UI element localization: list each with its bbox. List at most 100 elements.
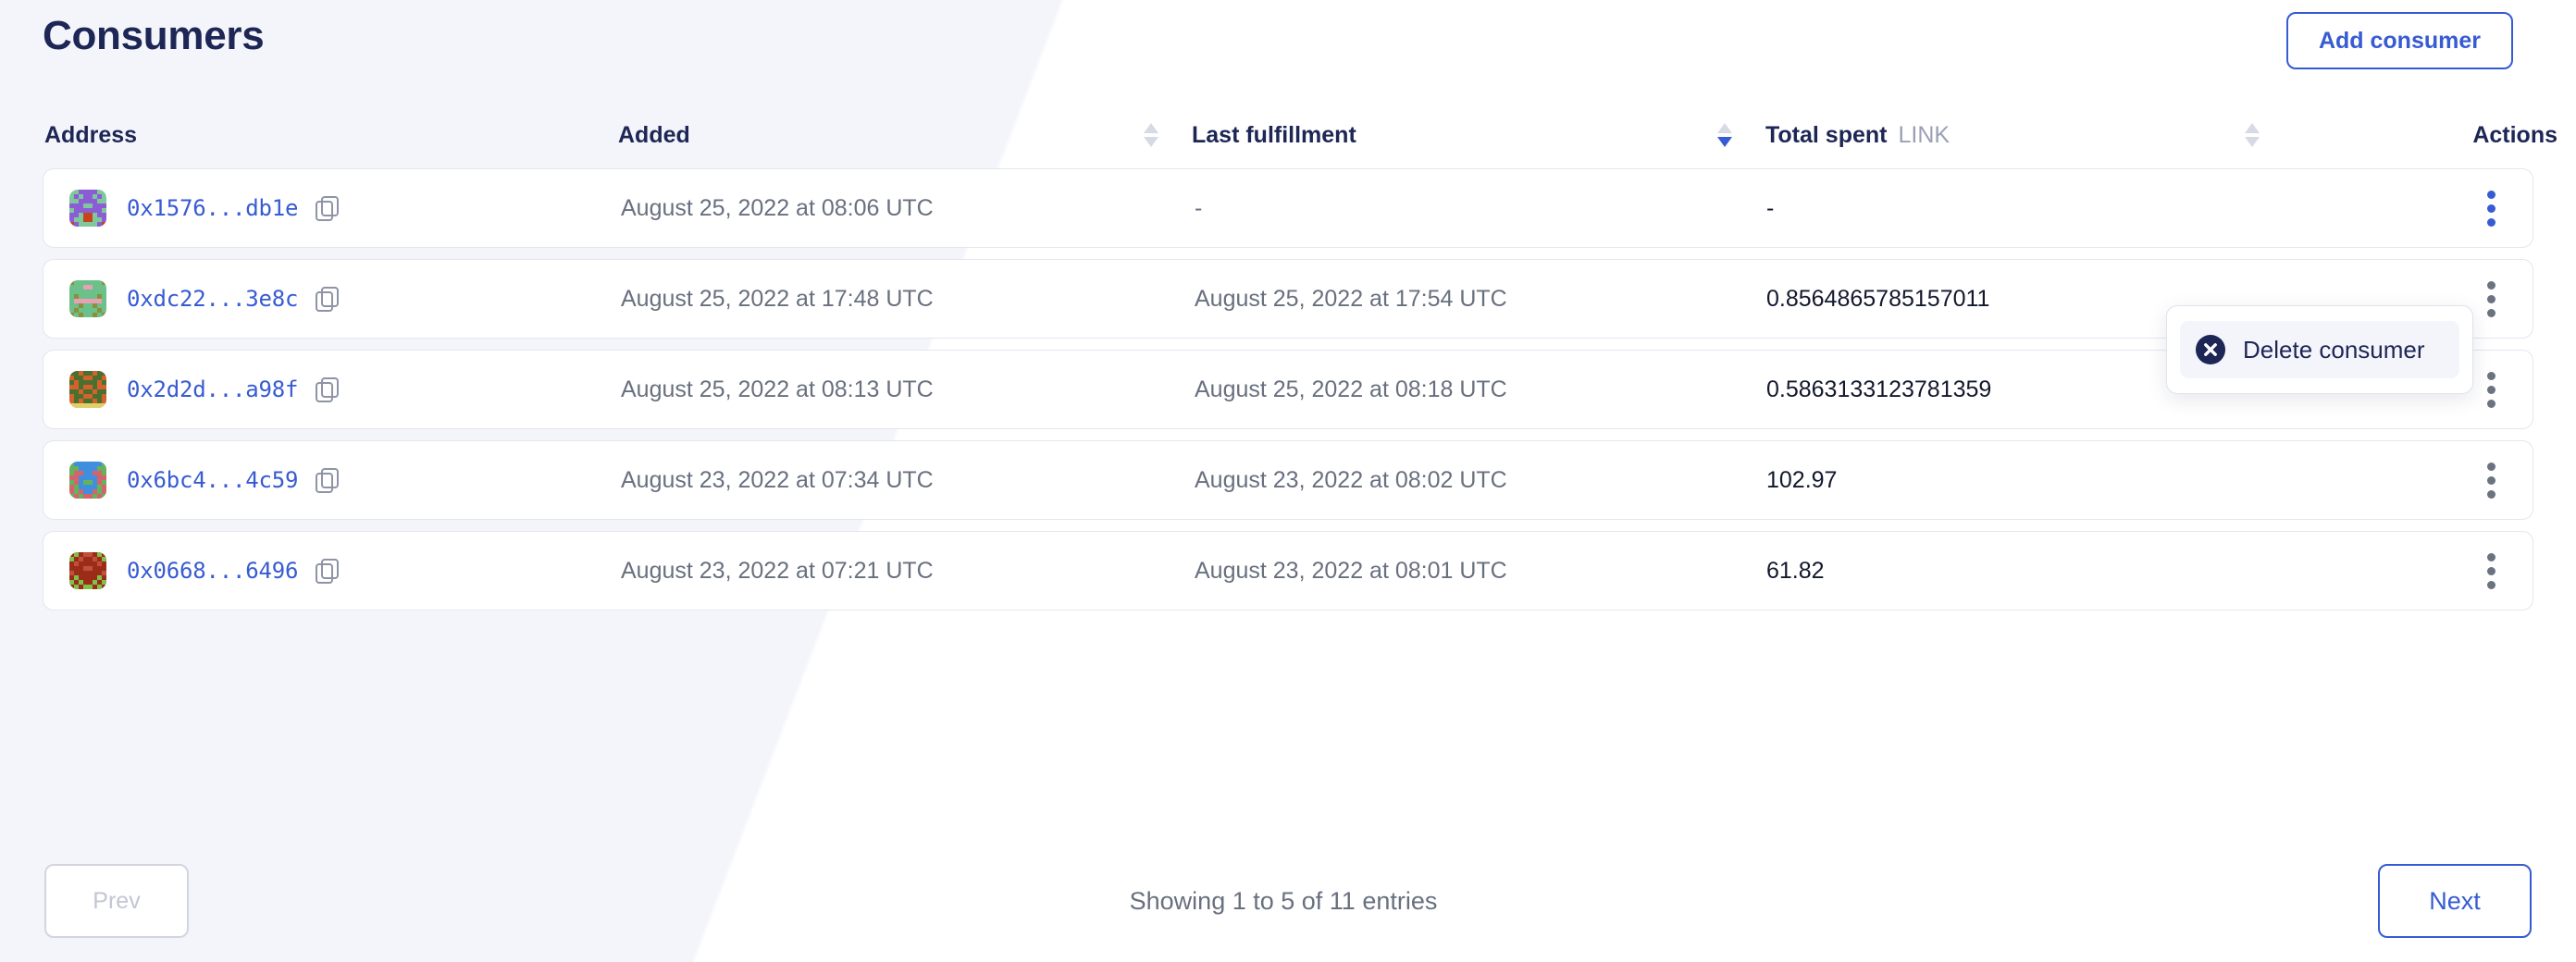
copy-icon[interactable] bbox=[315, 195, 340, 222]
column-header-label: Total spent bbox=[1765, 121, 1888, 148]
sort-toggle-total-spent[interactable] bbox=[2245, 123, 2260, 147]
add-consumer-button[interactable]: Add consumer bbox=[2285, 12, 2513, 69]
copy-icon[interactable] bbox=[315, 286, 340, 313]
cell-total-spent: 102.97 bbox=[1766, 466, 1838, 493]
kebab-dot bbox=[2487, 580, 2496, 589]
sort-toggle-last-fulfillment[interactable] bbox=[1717, 123, 1732, 147]
sort-toggle-added[interactable] bbox=[1144, 123, 1158, 147]
kebab-dot bbox=[2487, 190, 2496, 199]
kebab-dot bbox=[2487, 489, 2496, 499]
cell-actions bbox=[2294, 546, 2570, 597]
table-row: 0xdc22...3e8c August 25, 2022 at 17:48 UT… bbox=[43, 259, 2533, 339]
sort-ascending-icon bbox=[2245, 123, 2260, 133]
address-link[interactable]: 0xdc22...3e8c bbox=[127, 286, 299, 312]
actions-dropdown-menu: Delete consumer bbox=[2166, 305, 2473, 394]
table-header-row: Address Added Last fulfillment Total spent L… bbox=[0, 102, 2576, 168]
kebab-dot bbox=[2487, 308, 2496, 317]
cell-address: 0x6bc4...4c59 bbox=[45, 462, 619, 499]
table-body: 0x1576...db1e August 25, 2022 at 08:06 UT… bbox=[0, 168, 2576, 610]
page-title: Consumers bbox=[43, 13, 265, 58]
column-header-added: Added bbox=[618, 122, 1192, 149]
row-actions-menu-button[interactable] bbox=[2478, 364, 2505, 415]
cell-total-spent: 0.5863133123781359 bbox=[1766, 376, 1992, 402]
cell-total-spent: - bbox=[1766, 194, 1775, 221]
address-link[interactable]: 0x2d2d...a98f bbox=[127, 376, 299, 402]
identicon-avatar bbox=[69, 190, 106, 227]
column-header-label: Address bbox=[44, 121, 138, 148]
x-circle-icon bbox=[2195, 334, 2226, 365]
kebab-dot bbox=[2487, 552, 2496, 561]
cell-total-spent: 0.8564865785157011 bbox=[1766, 285, 1990, 312]
column-header-unit: LINK bbox=[1898, 121, 1951, 148]
cell-address: 0xdc22...3e8c bbox=[45, 280, 619, 317]
cell-address: 0x2d2d...a98f bbox=[45, 371, 619, 408]
column-header-total-spent: Total spent LINK bbox=[1765, 122, 2293, 149]
menu-item-delete-consumer[interactable]: Delete consumer bbox=[2180, 321, 2459, 378]
entries-count-label: Showing 1 to 5 of 11 entries bbox=[1129, 886, 1438, 915]
cell-last-fulfillment: - bbox=[1195, 194, 1203, 221]
kebab-dot bbox=[2487, 204, 2496, 213]
prev-page-button[interactable]: Prev bbox=[44, 864, 189, 938]
cell-last-fulfillment: August 25, 2022 at 08:18 UTC bbox=[1195, 376, 1507, 402]
menu-item-label: Delete consumer bbox=[2243, 335, 2425, 364]
cell-added: August 23, 2022 at 07:21 UTC bbox=[621, 557, 934, 584]
kebab-dot bbox=[2487, 462, 2496, 471]
column-header-label: Last fulfillment bbox=[1192, 121, 1356, 148]
identicon-avatar bbox=[69, 552, 106, 589]
kebab-dot bbox=[2487, 385, 2496, 394]
cell-actions bbox=[2294, 183, 2570, 234]
copy-icon[interactable] bbox=[315, 467, 340, 494]
kebab-dot bbox=[2487, 294, 2496, 303]
page-header: Consumers Add consumer bbox=[0, 0, 2576, 102]
copy-icon[interactable] bbox=[315, 376, 340, 403]
row-actions-menu-button[interactable] bbox=[2478, 183, 2505, 234]
consumers-table: Address Added Last fulfillment Total spent L… bbox=[0, 102, 2576, 622]
kebab-dot bbox=[2487, 399, 2496, 408]
sort-ascending-icon bbox=[1144, 123, 1158, 133]
identicon-avatar bbox=[69, 280, 106, 317]
cell-actions bbox=[2294, 364, 2570, 415]
cell-actions bbox=[2294, 274, 2570, 325]
kebab-dot bbox=[2487, 566, 2496, 575]
address-link[interactable]: 0x6bc4...4c59 bbox=[127, 467, 299, 493]
cell-added: August 23, 2022 at 07:34 UTC bbox=[621, 466, 934, 493]
cell-address: 0x0668...6496 bbox=[45, 552, 619, 589]
cell-last-fulfillment: August 25, 2022 at 17:54 UTC bbox=[1195, 285, 1507, 312]
copy-icon[interactable] bbox=[315, 558, 340, 585]
identicon-avatar bbox=[69, 371, 106, 408]
kebab-dot bbox=[2487, 475, 2496, 485]
table-row: 0x6bc4...4c59 August 23, 2022 at 07:34 UT… bbox=[43, 440, 2533, 520]
cell-last-fulfillment: August 23, 2022 at 08:02 UTC bbox=[1195, 466, 1507, 493]
cell-total-spent: 61.82 bbox=[1766, 557, 1825, 584]
address-link[interactable]: 0x1576...db1e bbox=[127, 195, 299, 221]
column-header-label: Actions bbox=[2472, 121, 2557, 148]
cell-address: 0x1576...db1e bbox=[45, 190, 619, 227]
row-actions-menu-button[interactable] bbox=[2478, 274, 2505, 325]
row-actions-menu-button[interactable] bbox=[2478, 546, 2505, 597]
address-link[interactable]: 0x0668...6496 bbox=[127, 558, 299, 584]
column-header-address: Address bbox=[44, 122, 618, 149]
table-row: 0x0668...6496 August 23, 2022 at 07:21 UT… bbox=[43, 531, 2533, 610]
kebab-dot bbox=[2487, 371, 2496, 380]
sort-descending-icon bbox=[1144, 137, 1158, 147]
table-pagination: Prev Showing 1 to 5 of 11 entries Next bbox=[0, 864, 2576, 938]
cell-added: August 25, 2022 at 08:06 UTC bbox=[621, 194, 934, 221]
column-header-actions: Actions bbox=[2293, 122, 2569, 149]
sort-descending-icon bbox=[2245, 137, 2260, 147]
table-row: 0x1576...db1e August 25, 2022 at 08:06 UT… bbox=[43, 168, 2533, 248]
cell-last-fulfillment: August 23, 2022 at 08:01 UTC bbox=[1195, 557, 1507, 584]
cell-added: August 25, 2022 at 17:48 UTC bbox=[621, 285, 934, 312]
cell-actions bbox=[2294, 455, 2570, 506]
column-header-label: Added bbox=[618, 121, 690, 148]
kebab-dot bbox=[2487, 280, 2496, 290]
sort-ascending-icon bbox=[1717, 123, 1732, 133]
row-actions-menu-button[interactable] bbox=[2478, 455, 2505, 506]
cell-added: August 25, 2022 at 08:13 UTC bbox=[621, 376, 934, 402]
kebab-dot bbox=[2487, 217, 2496, 227]
table-row: 0x2d2d...a98f August 25, 2022 at 08:13 UT… bbox=[43, 350, 2533, 429]
column-header-last-fulfillment: Last fulfillment bbox=[1192, 122, 1765, 149]
sort-descending-icon bbox=[1717, 137, 1732, 147]
next-page-button[interactable]: Next bbox=[2378, 864, 2532, 938]
identicon-avatar bbox=[69, 462, 106, 499]
